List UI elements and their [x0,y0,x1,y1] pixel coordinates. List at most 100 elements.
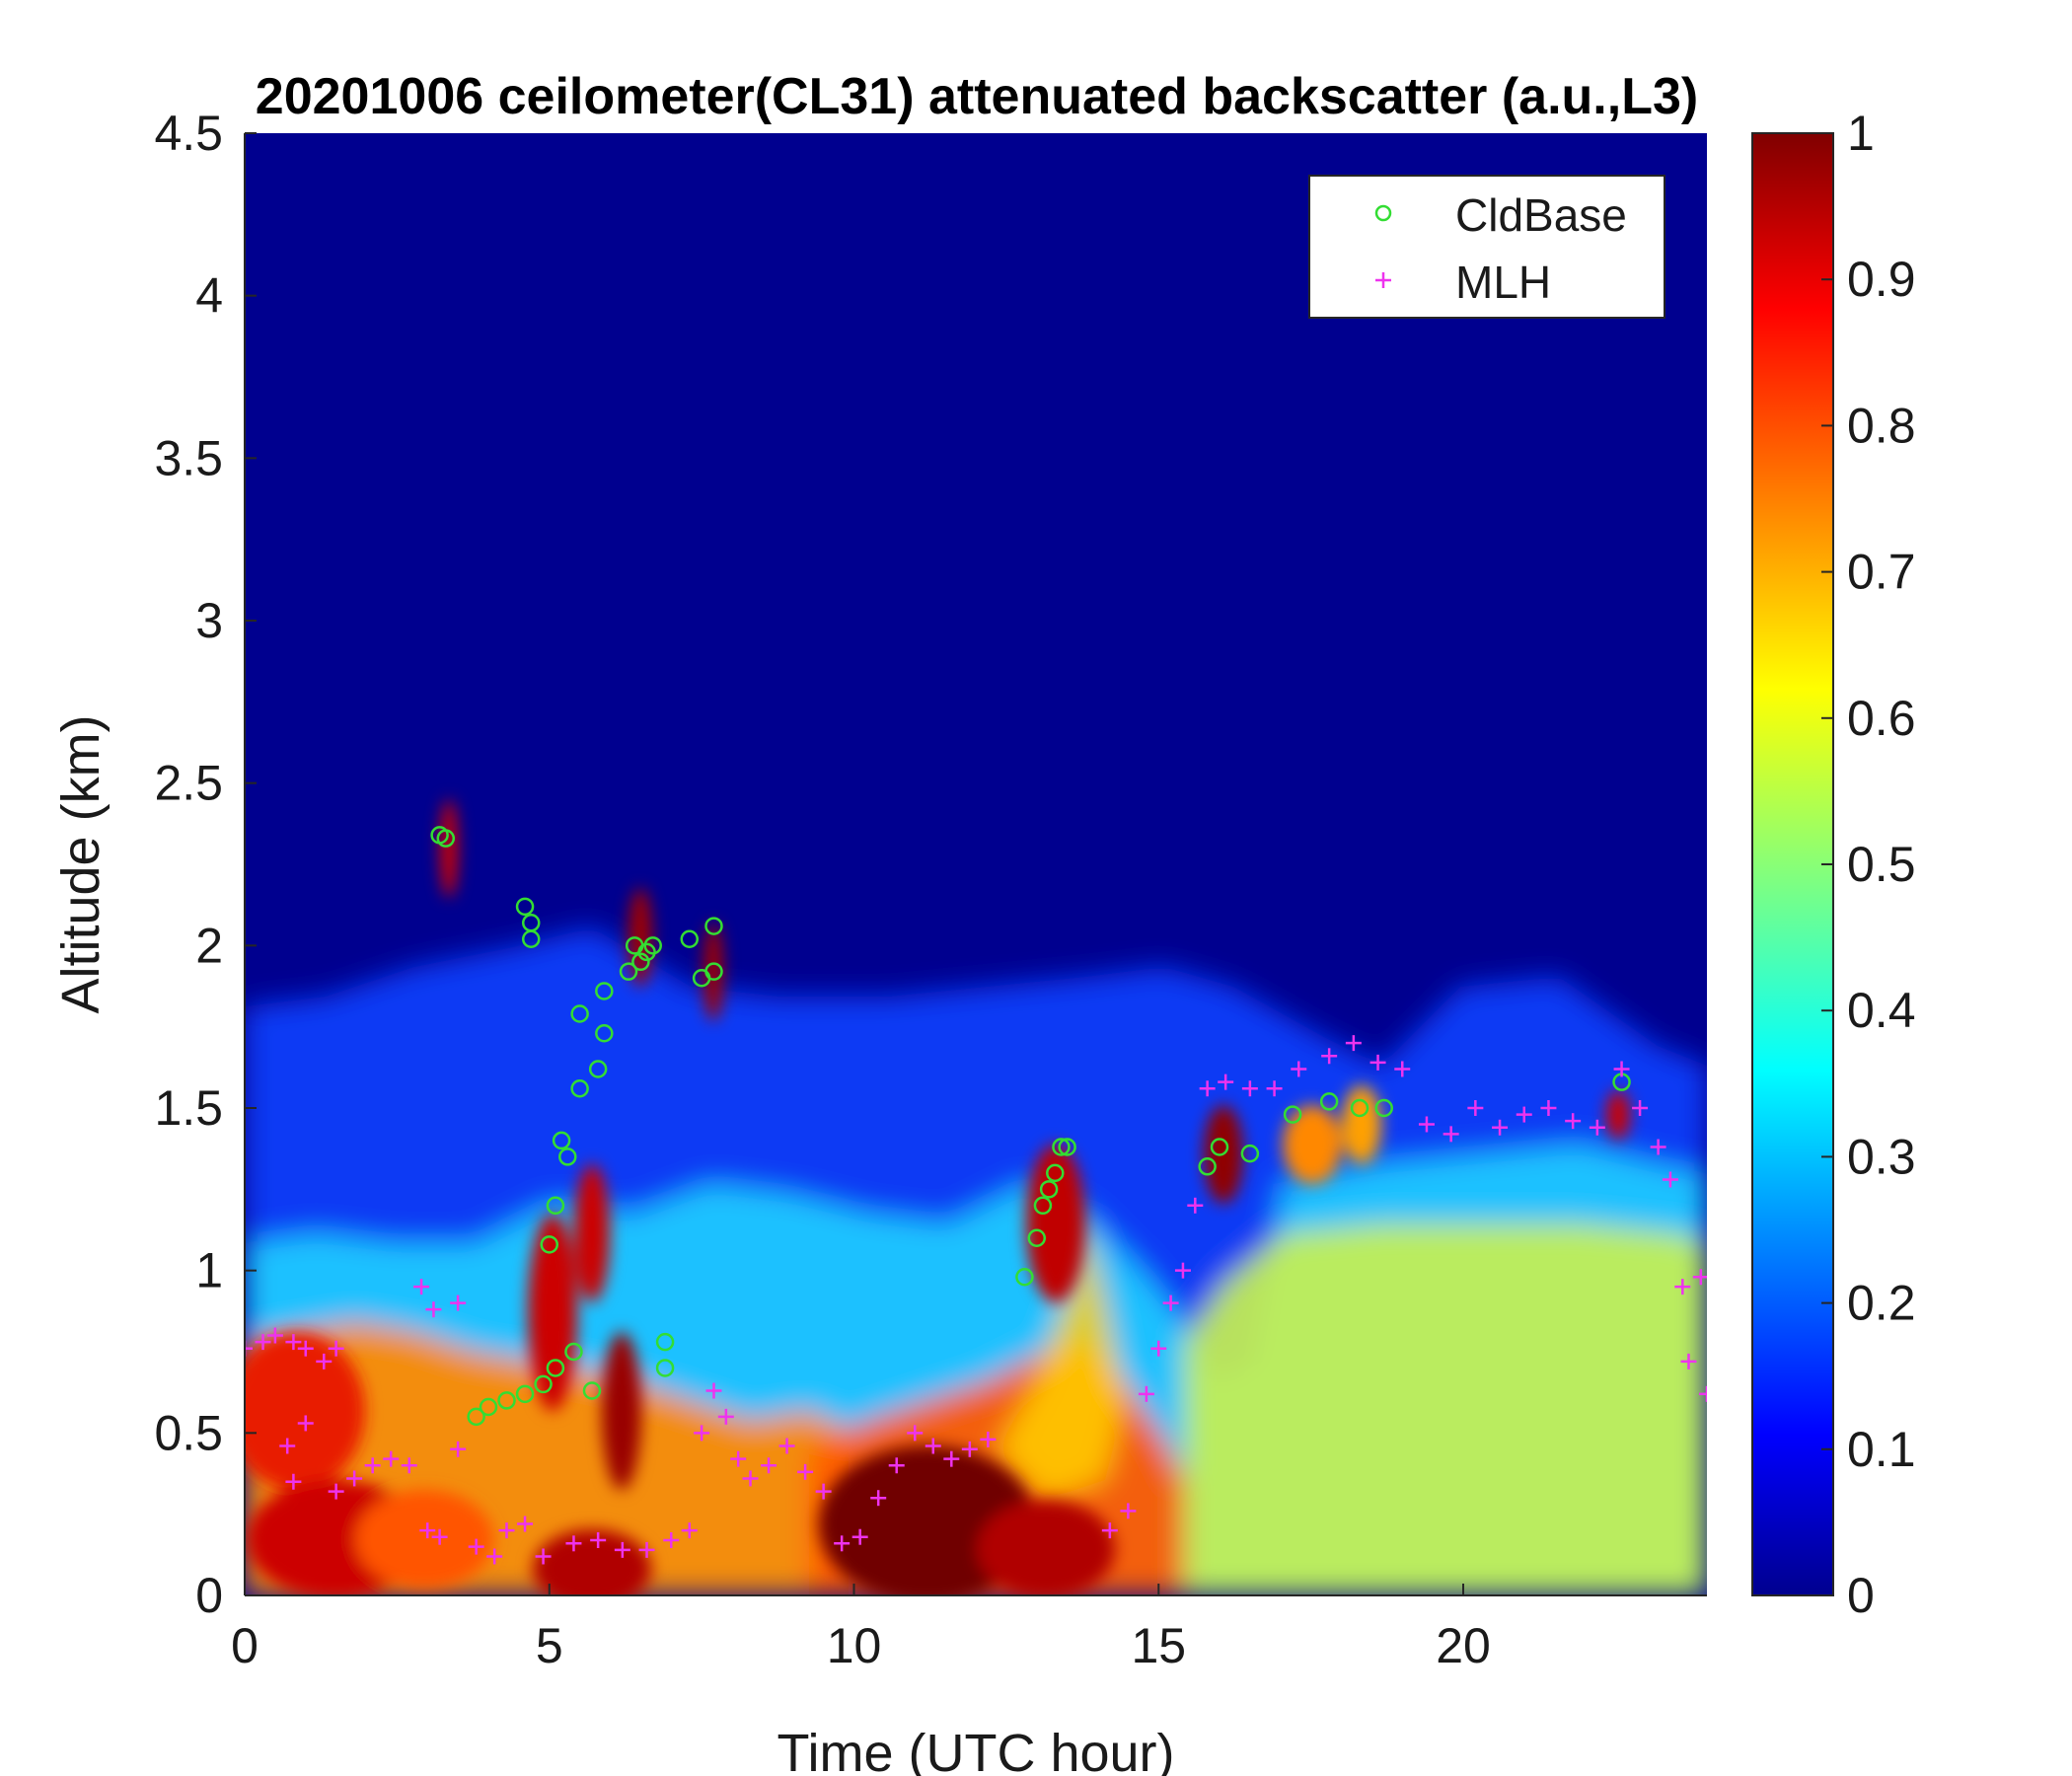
cldbase-point [704,962,723,981]
y-tick-label: 0 [195,1568,223,1623]
mlh-point [943,1450,960,1467]
mlh-point [1613,1061,1630,1077]
mlh-point [498,1522,515,1539]
cldbase-point [570,1004,589,1023]
cldbase-point [1052,1138,1071,1156]
mlh-point [1674,1279,1691,1295]
mlh-point [419,1522,436,1539]
cldbase-point [497,1391,516,1410]
y-tick-label: 3.5 [154,430,223,485]
cldbase-point [619,962,638,981]
mlh-point [297,1340,314,1357]
mlh-point [797,1463,814,1480]
mlh-point [681,1522,698,1539]
mlh-point [694,1425,710,1442]
mlh-point [1692,1269,1707,1286]
mlh-point [1632,1100,1649,1116]
mlh-point [1120,1503,1137,1519]
mlh-point [1187,1197,1204,1214]
mlh-point [401,1457,417,1474]
mlh-point [730,1450,747,1467]
mlh-point [1150,1340,1167,1357]
mlh-point [285,1473,302,1490]
cldbase-point [558,1147,577,1166]
mlh-point [328,1340,344,1357]
y-axis-label: Altitude (km) [51,714,111,1013]
cldbase-point [1210,1138,1229,1156]
mlh-point [1662,1171,1678,1188]
x-tick-label: 0 [231,1618,259,1673]
mlh-point [961,1441,978,1457]
mlh-point [316,1353,333,1369]
mlh-point [1138,1385,1154,1402]
y-axis-ticks: 0 0.5 1 1.5 2 2.5 3 3.5 4 4.5 [154,106,257,1623]
cldbase-point [655,1359,675,1377]
mlh-point [1467,1100,1484,1116]
x-axis-ticks: 0 5 10 15 20 [231,1584,1491,1673]
mlh-point [1174,1262,1191,1279]
cldbase-point [1240,1144,1260,1163]
colorbar-tick-label: 0.8 [1847,398,1916,453]
cldbase-point [704,917,723,935]
cldbase-point [534,1374,553,1394]
cldbase-point [436,829,456,848]
mlh-point [431,1528,448,1545]
colorbar-tick-label: 0.7 [1847,545,1916,600]
mlh-point [888,1457,905,1474]
cldbase-point [564,1342,583,1362]
mlh-point [255,1334,271,1351]
colorbar-tick-label: 0.6 [1847,691,1916,746]
mlh-point [266,1327,283,1344]
legend-cldbase-marker [1374,204,1392,222]
mlh-point [705,1382,722,1399]
cldbase-point [1027,1228,1046,1247]
cldbase-point [1374,1098,1393,1118]
cldbase-point [643,936,662,955]
cldbase-point [540,1235,558,1254]
mlh-point [1241,1080,1258,1097]
mlh-point [834,1535,851,1552]
y-tick-label: 2 [195,918,223,973]
cldbase-point [655,1332,675,1352]
cldbase-point [552,1131,571,1150]
cldbase-point [631,952,650,972]
cldbase-point [515,1384,535,1404]
mlh-point [1162,1295,1179,1311]
cldbase-point [1350,1098,1369,1118]
y-tick-label: 1.5 [154,1080,223,1136]
cldbase-point [582,1381,602,1400]
colorbar-tick-label: 0 [1847,1568,1875,1623]
cldbase-point [680,929,700,948]
legend-mlh-marker [1375,272,1391,288]
mlh-point [1516,1106,1532,1123]
mlh-point [1540,1100,1557,1116]
mlh-point [980,1431,997,1447]
mlh-point [285,1334,302,1351]
colorbar: 0 0.1 0.2 0.3 0.4 0.5 0.6 0.7 0.8 0.9 1 [1751,106,1916,1623]
colorbar-ticks: 0 0.1 0.2 0.3 0.4 0.5 0.6 0.7 0.8 0.9 1 [1821,106,1916,1623]
y-tick-label: 0.5 [154,1405,223,1460]
cldbase-point [1198,1157,1217,1176]
mlh-point [279,1438,296,1454]
mlh-point [663,1532,680,1549]
x-tick-label: 20 [1436,1618,1491,1673]
mlh-point [1589,1119,1605,1136]
mlh-point [486,1548,503,1565]
x-axis-label: Time (UTC hour) [777,1724,1174,1776]
mlh-point [815,1483,832,1500]
mlh-point [1492,1119,1509,1136]
legend: CldBase MLH [1308,175,1665,319]
legend-cldbase-label: CldBase [1455,189,1627,241]
cldbase-point [521,929,541,948]
cldbase-point [467,1407,485,1427]
colorbar-tick-label: 0.2 [1847,1276,1916,1331]
y-tick-label: 2.5 [154,756,223,811]
mlh-point [778,1438,795,1454]
mlh-point [1680,1353,1697,1369]
cldbase-point [546,1196,565,1216]
cldbase-point [546,1359,565,1377]
mlh-point [1443,1126,1459,1143]
mlh-point [742,1470,759,1487]
mlh-point [468,1538,484,1555]
cldbase-point [515,897,535,917]
